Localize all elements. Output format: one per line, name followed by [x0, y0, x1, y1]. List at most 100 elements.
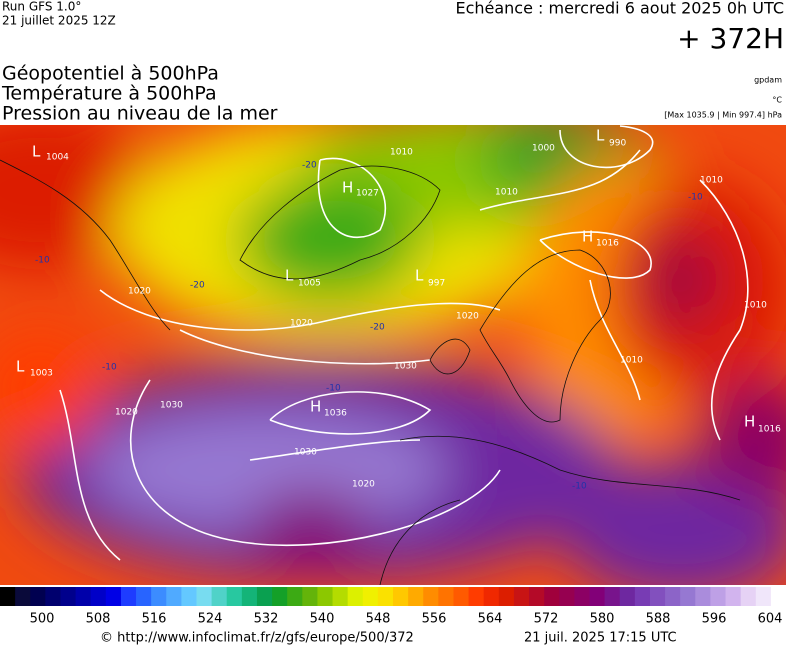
colorbar-swatch — [483, 587, 500, 606]
pressure-center-value: 1005 — [298, 279, 321, 289]
field-title: Géopotentiel à 500hPa — [2, 63, 219, 85]
colorbar-swatch — [438, 587, 454, 606]
colorbar-swatch — [75, 587, 92, 606]
colorbar-swatch — [347, 587, 364, 606]
run: Run GFS 1.0° — [2, 0, 81, 14]
colorbar-swatch — [604, 587, 621, 606]
pressure-center-value: 1016 — [758, 425, 781, 435]
colorbar-swatch — [408, 587, 424, 606]
isotherm-label: -10 — [35, 256, 50, 266]
colorbar-label: 604 — [758, 612, 783, 627]
colorbar-label: 524 — [198, 612, 223, 627]
colorbar-label: 516 — [142, 612, 167, 627]
colorbar-swatch — [619, 587, 636, 606]
isobar-label: 1030 — [160, 401, 183, 411]
isotherm-label: -10 — [572, 482, 587, 492]
isobar-label: 1030 — [294, 448, 317, 458]
colorbar-swatch — [649, 587, 666, 606]
isobar-label: 1020 — [290, 319, 313, 329]
colorbar-swatch — [30, 587, 46, 606]
colorbar-swatch — [589, 587, 606, 606]
colorbar-swatch — [362, 587, 379, 606]
colorbar-swatch — [377, 587, 394, 606]
colorbar-swatch — [302, 587, 318, 606]
pressure-center-kind: H — [342, 179, 353, 197]
colorbar-swatch — [513, 587, 530, 606]
colorbar-label: 500 — [30, 612, 55, 627]
colorbar-label: 540 — [310, 612, 335, 627]
colorbar-swatch — [45, 587, 61, 606]
isobar-label: 1020 — [352, 480, 375, 490]
colorbar-swatch — [90, 587, 107, 606]
colorbar-swatch — [272, 587, 288, 606]
pressure-center-value: 1027 — [356, 189, 379, 199]
colorbar-label: 556 — [422, 612, 447, 627]
isobar-label: 1020 — [128, 287, 151, 297]
colorbar-swatch — [332, 587, 349, 606]
colorbar-label: 580 — [590, 612, 615, 627]
isobar-label: 1010 — [744, 301, 767, 311]
run-date: 21 juillet 2025 12Z — [2, 14, 116, 28]
colorbar-label: 596 — [702, 612, 727, 627]
pressure-center-value: 1036 — [324, 409, 347, 419]
valid-time: Echéance : mercredi 6 aout 2025 0h UTC — [455, 0, 784, 18]
colorbar-swatch — [498, 587, 515, 606]
colorbar-swatch — [770, 587, 786, 606]
pressure-center-kind: L — [596, 127, 605, 145]
pressure-center-kind: L — [16, 358, 25, 376]
field-title: Température à 500hPa — [1, 83, 217, 105]
pressure-center-value: 990 — [609, 139, 626, 149]
colorbar-swatch — [710, 587, 727, 606]
colorbar-label: 564 — [478, 612, 503, 627]
source-url: © http://www.infoclimat.fr/z/gfs/europe/… — [100, 631, 414, 646]
isotherm-label: -20 — [370, 323, 385, 333]
timestamp: 21 juil. 2025 17:15 UTC — [524, 631, 677, 646]
isobar-label: 1000 — [532, 144, 555, 154]
isotherm-label: -10 — [688, 193, 703, 203]
colorbar: 500 508 516 524 532 540 548 556 564 572 580 588 596 6… — [0, 587, 786, 627]
colorbar-swatch — [226, 587, 243, 606]
pressure-center-kind: H — [582, 228, 593, 246]
colorbar-swatch — [468, 587, 485, 606]
colorbar-swatch — [105, 587, 122, 606]
colorbar-swatch — [196, 587, 213, 606]
colorbar-swatch — [755, 587, 772, 606]
lead-time: + 372H — [677, 22, 784, 55]
colorbar-swatch — [740, 587, 757, 606]
pressure-center-kind: L — [285, 267, 294, 285]
colorbar-swatch — [166, 587, 182, 606]
colorbar-swatch — [151, 587, 167, 606]
colorbar-swatch — [15, 587, 31, 606]
isobar-label: 1010 — [700, 176, 723, 186]
isotherm-label: -10 — [102, 363, 117, 373]
isobar-label: 1020 — [456, 312, 479, 322]
colorbar-swatch — [317, 587, 334, 606]
isotherm-label: -20 — [302, 161, 317, 171]
colorbar-swatch — [634, 587, 651, 606]
colorbar-swatch — [60, 587, 77, 606]
colorbar-swatch — [680, 587, 696, 606]
extremes: [Max 1035.9 | Min 997.4] hPa — [664, 111, 782, 120]
colorbar-swatch — [665, 587, 681, 606]
isobar-label: 1020 — [115, 408, 138, 418]
colorbar-swatch — [559, 587, 575, 606]
isobar-label: 1010 — [620, 356, 643, 366]
pressure-center-kind: L — [415, 267, 424, 285]
colorbar-label: 508 — [86, 612, 111, 627]
colorbar-label: 572 — [534, 612, 559, 627]
colorbar-swatch — [0, 587, 16, 606]
colorbar-label: 588 — [646, 612, 671, 627]
unit: °C — [772, 96, 782, 105]
colorbar-swatch — [287, 587, 303, 606]
colorbar-swatch — [695, 587, 711, 606]
colorbar-swatch — [423, 587, 439, 606]
isotherm-label: -10 — [326, 384, 341, 394]
map: L 1004 H 1027 L 1005 L 997 L 990 H 1016 … — [0, 125, 786, 585]
isobar-label: 1010 — [390, 148, 413, 158]
pressure-center-value: 1016 — [596, 239, 619, 249]
colorbar-label: 548 — [366, 612, 391, 627]
colorbar-swatch — [241, 587, 258, 606]
pressure-center-kind: L — [32, 143, 41, 161]
colorbar-swatch — [256, 587, 273, 606]
